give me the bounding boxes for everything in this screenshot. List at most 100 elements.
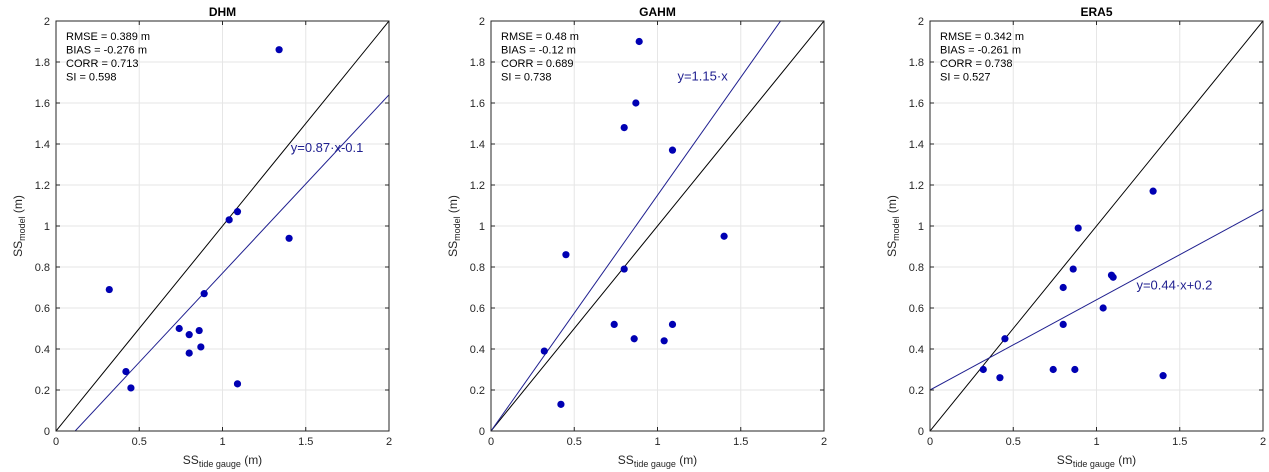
y-tick-label: 1.2 xyxy=(909,180,924,192)
data-point-7 xyxy=(630,335,638,343)
y-axis-label-unit: (m) xyxy=(446,195,460,216)
x-tick-label: 1 xyxy=(654,436,660,448)
data-point-8 xyxy=(197,343,205,351)
y-axis-label: SSmodel (m) xyxy=(11,195,27,257)
fit-line xyxy=(930,209,1263,391)
y-tick-label: 1.6 xyxy=(909,98,924,110)
y-tick-label: 1.8 xyxy=(909,57,924,69)
identity-line xyxy=(56,21,389,431)
data-point-9 xyxy=(200,290,208,298)
chart-panel-gahm: 0 0.5 1 1.5 2 0 0.2 0.4 0.6 0.8 1 1.2 1.4 1.6 1.8 2 GAHM… xyxy=(446,5,827,469)
x-axis-label: SStide gauge (m) xyxy=(1057,453,1136,469)
data-point-6 xyxy=(620,265,628,273)
identity-line xyxy=(491,21,824,431)
y-tick-label: 0.8 xyxy=(35,262,50,274)
stat-line-1: RMSE = 0.48 m xyxy=(501,31,579,43)
stat-line-4: SI = 0.738 xyxy=(501,72,551,84)
y-tick-label: 0.2 xyxy=(35,385,50,397)
data-point-4 xyxy=(175,324,183,333)
chart-panel-dhm: 0 0.5 1 1.5 2 0 0.2 0.4 0.6 0.8 1 1.2 1.4 1.6 1.8 2 DHM S… xyxy=(11,5,392,469)
chart-title: GAHM xyxy=(639,5,676,19)
y-axis-label-base: SS xyxy=(446,241,460,257)
stat-line-2: BIAS = -0.12 m xyxy=(501,45,576,57)
data-point-2 xyxy=(996,374,1004,382)
data-point-12 xyxy=(668,146,677,154)
y-axis-label: SSmodel (m) xyxy=(446,195,462,257)
y-tick-label: 1.6 xyxy=(35,98,50,110)
data-point-10 xyxy=(660,337,668,345)
y-tick-label: 1.2 xyxy=(35,180,50,192)
x-tick-label: 0.5 xyxy=(567,436,582,448)
stat-line-1: RMSE = 0.342 m xyxy=(940,31,1024,43)
data-point-1 xyxy=(105,285,113,294)
x-tick-label: 1 xyxy=(1093,436,1099,448)
data-point-13 xyxy=(275,46,283,54)
x-tick-label: 1 xyxy=(219,436,225,448)
data-point-2 xyxy=(557,400,565,408)
stat-line-2: BIAS = -0.261 m xyxy=(940,45,1021,57)
fit-equation-label: y=0.44·x+0.2 xyxy=(1136,278,1212,293)
stat-line-4: SI = 0.598 xyxy=(66,72,116,84)
fit-line xyxy=(74,94,389,431)
x-axis-label-base: SS xyxy=(183,453,199,467)
y-tick-label: 0.4 xyxy=(909,344,924,356)
x-tick-label: 1.5 xyxy=(733,436,748,448)
y-tick-label: 2 xyxy=(479,16,485,28)
x-tick-label: 2 xyxy=(821,436,827,448)
y-tick-label: 0.6 xyxy=(909,303,924,315)
fit-equation-label: y=0.87·x-0.1 xyxy=(291,140,364,155)
data-point-11 xyxy=(233,208,242,216)
y-tick-label: 0 xyxy=(479,426,485,438)
y-tick-label: 2 xyxy=(918,16,924,28)
x-tick-label: 1.5 xyxy=(1172,436,1187,448)
y-tick-label: 0.8 xyxy=(470,262,485,274)
y-tick-label: 0.2 xyxy=(909,385,924,397)
chart-title: DHM xyxy=(209,5,236,19)
y-axis-label-base: SS xyxy=(11,241,25,257)
data-point-3 xyxy=(127,384,135,392)
y-axis-label-base: SS xyxy=(885,241,899,257)
data-point-13 xyxy=(1149,187,1157,195)
data-point-11 xyxy=(668,320,677,328)
data-point-1 xyxy=(540,347,548,355)
stat-line-3: CORR = 0.738 xyxy=(940,58,1012,70)
data-point-13 xyxy=(720,232,728,240)
y-tick-label: 1 xyxy=(44,221,50,233)
data-point-7 xyxy=(1069,265,1077,273)
y-tick-label: 1.4 xyxy=(909,139,924,151)
y-tick-label: 0.6 xyxy=(35,303,50,315)
data-point-5 xyxy=(620,124,628,132)
stat-line-3: CORR = 0.689 xyxy=(501,58,573,70)
y-tick-label: 0.2 xyxy=(470,385,485,397)
data-point-3 xyxy=(1001,335,1009,343)
lines-group xyxy=(930,21,1263,431)
x-tick-label: 0 xyxy=(488,436,494,448)
data-point-10 xyxy=(225,216,233,224)
y-axis-label-sub: model xyxy=(452,216,462,241)
data-point-2 xyxy=(122,367,130,376)
y-axis-label-unit: (m) xyxy=(11,195,25,216)
stat-line-2: BIAS = -0.276 m xyxy=(66,45,147,57)
data-point-8 xyxy=(632,99,640,107)
data-point-8 xyxy=(1071,365,1079,374)
chart-title: ERA5 xyxy=(1080,5,1112,19)
y-tick-label: 0.4 xyxy=(470,344,485,356)
data-point-4 xyxy=(610,320,618,328)
y-axis-label: SSmodel (m) xyxy=(885,195,901,257)
y-tick-label: 1.8 xyxy=(35,57,50,69)
stat-line-3: CORR = 0.713 xyxy=(66,58,138,70)
data-point-1 xyxy=(979,365,987,374)
data-point-7 xyxy=(195,326,203,335)
fit-equation-label: y=1.15·x xyxy=(677,68,728,83)
y-tick-label: 0.4 xyxy=(35,344,50,356)
x-tick-label: 0 xyxy=(53,436,59,448)
data-point-6 xyxy=(185,349,193,357)
y-tick-label: 2 xyxy=(44,16,50,28)
data-point-9 xyxy=(1074,224,1082,232)
y-tick-label: 1.8 xyxy=(470,57,485,69)
stat-line-4: SI = 0.527 xyxy=(940,72,990,84)
y-tick-label: 1 xyxy=(479,221,485,233)
y-tick-label: 0.6 xyxy=(470,303,485,315)
y-tick-label: 0.8 xyxy=(909,262,924,274)
